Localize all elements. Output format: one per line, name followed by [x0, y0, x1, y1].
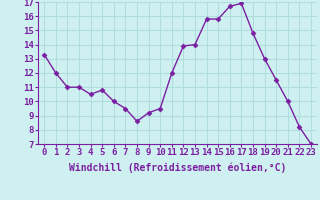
- X-axis label: Windchill (Refroidissement éolien,°C): Windchill (Refroidissement éolien,°C): [69, 163, 286, 173]
